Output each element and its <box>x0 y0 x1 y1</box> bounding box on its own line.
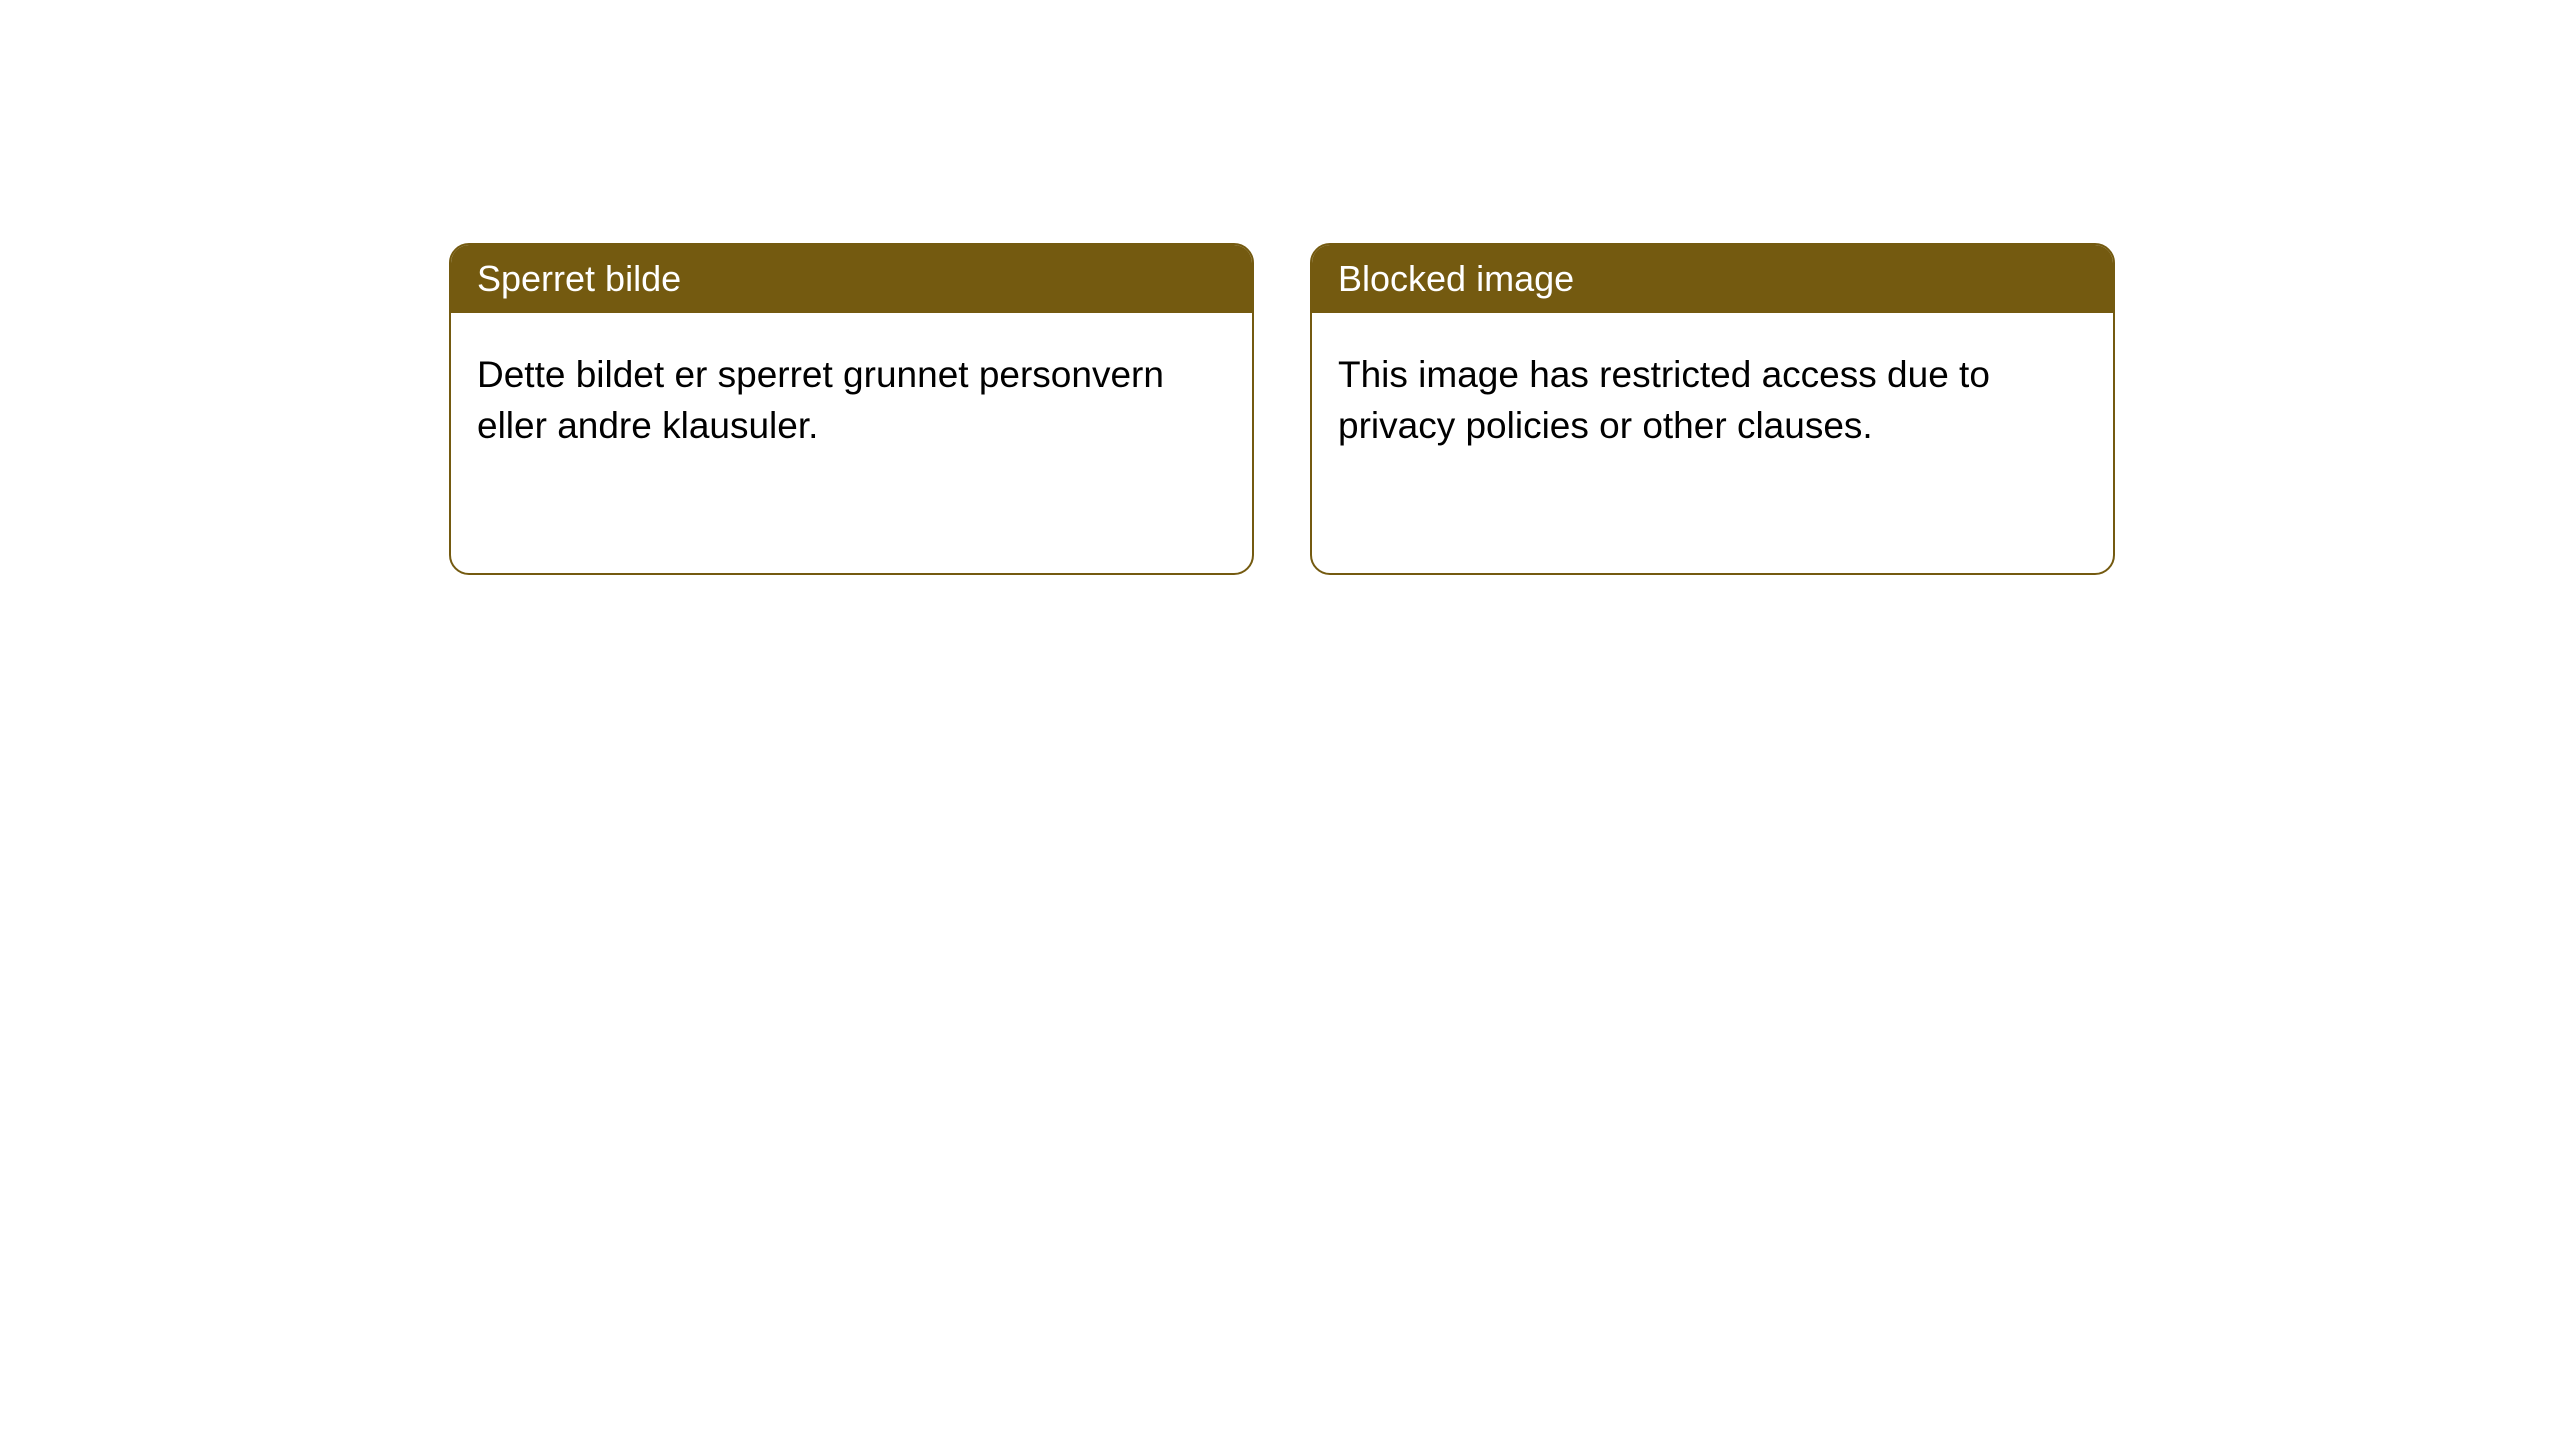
notice-message: This image has restricted access due to … <box>1338 354 1990 446</box>
notice-message: Dette bildet er sperret grunnet personve… <box>477 354 1164 446</box>
notice-header: Blocked image <box>1312 245 2113 313</box>
notice-card-english: Blocked image This image has restricted … <box>1310 243 2115 575</box>
notice-card-norwegian: Sperret bilde Dette bildet er sperret gr… <box>449 243 1254 575</box>
notice-title: Sperret bilde <box>477 258 681 299</box>
notice-container: Sperret bilde Dette bildet er sperret gr… <box>0 0 2560 575</box>
notice-body: This image has restricted access due to … <box>1312 313 2113 487</box>
notice-title: Blocked image <box>1338 258 1574 299</box>
notice-header: Sperret bilde <box>451 245 1252 313</box>
notice-body: Dette bildet er sperret grunnet personve… <box>451 313 1252 487</box>
